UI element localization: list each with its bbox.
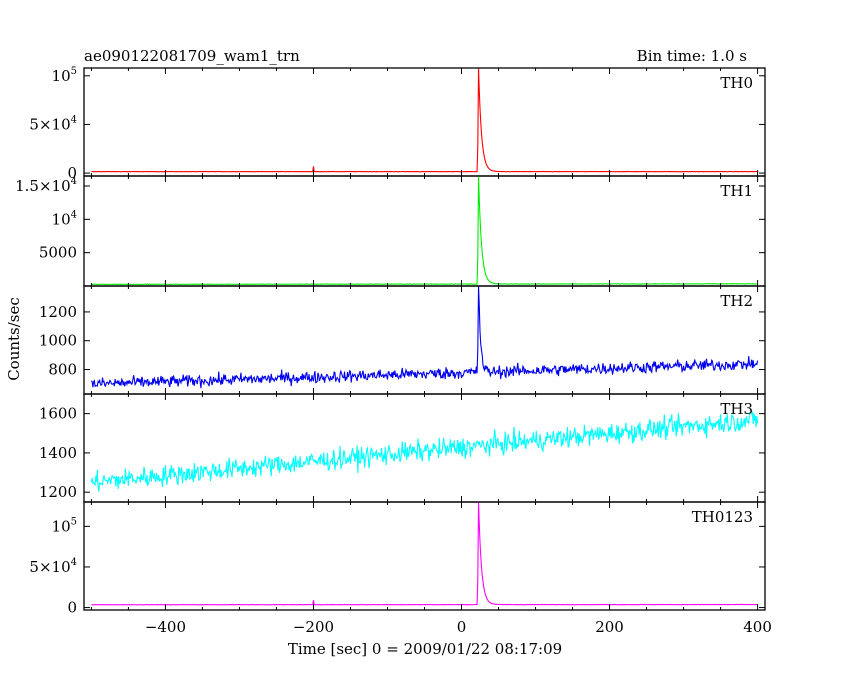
bin-time-label: Bin time: 1.0 s bbox=[637, 47, 747, 65]
panel-th3: 1200 1400 1600 TH3 bbox=[39, 393, 766, 503]
x-tick-label: 400 bbox=[743, 618, 772, 636]
y-tick-label: 105 bbox=[52, 516, 77, 535]
panel-th0123: 0 5×104 105 TH0123 bbox=[29, 501, 766, 617]
y-tick-label: 1000 bbox=[39, 332, 77, 350]
chart-title: ae090122081709_wam1_trn bbox=[84, 47, 300, 65]
panel-frame bbox=[83, 501, 766, 611]
panel-th1: 5000 104 1.5×104 TH1 bbox=[15, 175, 766, 287]
y-tick-label: 0 bbox=[67, 164, 77, 182]
panel-th2: 800 1000 1200 TH2 bbox=[39, 285, 766, 395]
y-tick-label: 800 bbox=[48, 361, 77, 379]
x-tick-label: −400 bbox=[145, 618, 186, 636]
y-tick-label: 1200 bbox=[39, 483, 77, 501]
y-tick-label: 5×104 bbox=[29, 114, 77, 133]
y-tick-label: 1.5×104 bbox=[15, 176, 77, 195]
panel-label: TH2 bbox=[720, 292, 753, 310]
x-tick-label: 0 bbox=[457, 618, 467, 636]
x-axis: −400 −200 0 200 400 bbox=[145, 618, 772, 636]
series-th2 bbox=[90, 285, 759, 389]
x-tick-label: −200 bbox=[293, 618, 334, 636]
series-th0 bbox=[91, 67, 758, 173]
y-tick-label: 1600 bbox=[39, 405, 77, 423]
panel-frame bbox=[83, 67, 766, 177]
y-tick-label: 1200 bbox=[39, 303, 77, 321]
series-th0123 bbox=[91, 501, 758, 606]
y-axis-label: Counts/sec bbox=[5, 297, 23, 381]
panel-frame bbox=[83, 175, 766, 287]
y-tick-label: 105 bbox=[52, 66, 77, 85]
panels-group: 0 5×104 105 TH0 5000 104 1.5×104 TH1 800 1000 1200… bbox=[15, 66, 766, 617]
series-th1 bbox=[91, 175, 758, 286]
panel-th0: 0 5×104 105 TH0 bbox=[29, 66, 766, 182]
y-tick-label: 1400 bbox=[39, 444, 77, 462]
panel-label: TH3 bbox=[720, 400, 753, 418]
x-axis-label: Time [sec] 0 = 2009/01/22 08:17:09 bbox=[288, 640, 562, 658]
panel-label: TH0123 bbox=[692, 508, 753, 526]
series-th3 bbox=[90, 411, 759, 492]
y-tick-label: 0 bbox=[67, 599, 77, 617]
x-tick-label: 200 bbox=[595, 618, 624, 636]
y-tick-label: 104 bbox=[52, 209, 77, 228]
y-tick-label: 5×104 bbox=[29, 557, 77, 576]
panel-label: TH0 bbox=[720, 74, 753, 92]
y-tick-label: 5000 bbox=[39, 244, 77, 262]
panel-label: TH1 bbox=[720, 182, 753, 200]
